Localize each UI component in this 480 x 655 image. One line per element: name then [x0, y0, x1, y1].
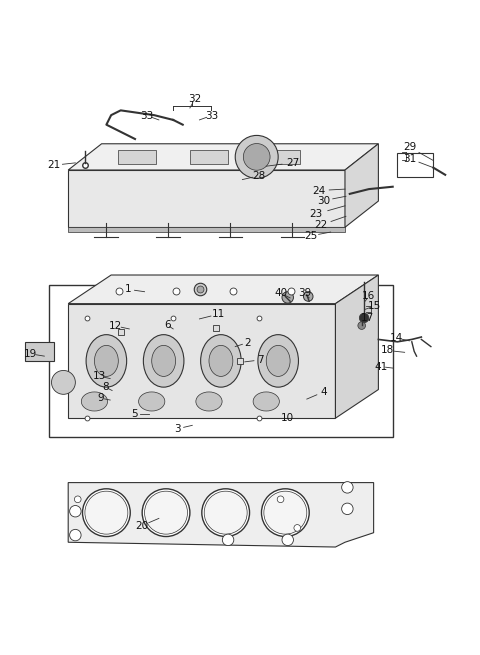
Ellipse shape [95, 345, 118, 377]
Circle shape [358, 322, 365, 329]
Text: 21: 21 [47, 160, 60, 170]
Text: 27: 27 [286, 158, 299, 168]
Circle shape [70, 506, 81, 517]
Bar [49, 284, 393, 438]
Circle shape [51, 371, 75, 394]
Circle shape [204, 491, 247, 534]
Ellipse shape [152, 345, 176, 377]
Text: 39: 39 [298, 288, 311, 298]
Polygon shape [336, 275, 378, 418]
Ellipse shape [196, 392, 222, 411]
Text: 33: 33 [205, 111, 218, 121]
Text: 25: 25 [304, 231, 317, 241]
Ellipse shape [253, 392, 279, 411]
Circle shape [342, 481, 353, 493]
Text: 41: 41 [374, 362, 387, 371]
Polygon shape [118, 150, 156, 164]
Ellipse shape [139, 392, 165, 411]
Text: 9: 9 [97, 393, 104, 403]
Circle shape [202, 489, 250, 536]
Circle shape [74, 496, 81, 502]
Ellipse shape [201, 335, 241, 387]
Polygon shape [68, 304, 336, 418]
Text: 6: 6 [164, 320, 171, 330]
Text: 3: 3 [175, 424, 181, 434]
Polygon shape [68, 143, 378, 170]
Polygon shape [68, 227, 345, 232]
Ellipse shape [258, 335, 299, 387]
Text: 5: 5 [131, 409, 137, 419]
Text: 11: 11 [212, 309, 225, 319]
Circle shape [277, 496, 284, 502]
Circle shape [243, 143, 270, 170]
Text: 17: 17 [361, 313, 374, 323]
Circle shape [70, 529, 81, 541]
Text: 31: 31 [403, 153, 416, 164]
Ellipse shape [144, 335, 184, 387]
Polygon shape [262, 150, 300, 164]
Text: 33: 33 [140, 111, 154, 121]
Text: 16: 16 [362, 291, 375, 301]
Circle shape [235, 136, 278, 178]
Text: 12: 12 [109, 321, 122, 331]
Text: 1: 1 [124, 284, 131, 294]
Ellipse shape [266, 345, 290, 377]
Text: 8: 8 [102, 382, 109, 392]
Text: 10: 10 [281, 413, 294, 423]
Ellipse shape [209, 345, 233, 377]
Text: 18: 18 [380, 345, 394, 356]
Text: 30: 30 [317, 196, 331, 206]
Bar [397, 153, 433, 177]
Text: 28: 28 [252, 171, 266, 181]
Circle shape [282, 291, 293, 303]
Ellipse shape [81, 392, 108, 411]
Polygon shape [68, 170, 345, 227]
Polygon shape [345, 143, 378, 227]
Text: 7: 7 [257, 355, 264, 365]
Circle shape [360, 313, 369, 323]
Text: 40: 40 [274, 288, 287, 298]
Circle shape [264, 491, 307, 534]
Polygon shape [190, 150, 228, 164]
Ellipse shape [86, 335, 127, 387]
Text: 19: 19 [24, 348, 36, 359]
Polygon shape [68, 275, 378, 304]
Polygon shape [68, 483, 373, 547]
Text: 29: 29 [403, 142, 416, 152]
Text: 4: 4 [320, 387, 327, 397]
Text: 20: 20 [136, 521, 149, 531]
Bar [25, 342, 54, 361]
Text: 13: 13 [93, 371, 106, 381]
Text: 2: 2 [244, 338, 251, 348]
Circle shape [294, 525, 300, 531]
Circle shape [142, 489, 190, 536]
Text: 24: 24 [312, 185, 325, 196]
Text: 14: 14 [390, 333, 403, 343]
Circle shape [342, 503, 353, 515]
Text: 32: 32 [188, 94, 201, 104]
Circle shape [144, 491, 188, 534]
Text: 23: 23 [310, 209, 323, 219]
Circle shape [85, 491, 128, 534]
Circle shape [262, 489, 309, 536]
Circle shape [303, 291, 313, 301]
Circle shape [83, 489, 130, 536]
Circle shape [222, 534, 234, 546]
Text: 15: 15 [368, 301, 381, 311]
Circle shape [282, 534, 293, 546]
Text: 22: 22 [314, 220, 328, 230]
